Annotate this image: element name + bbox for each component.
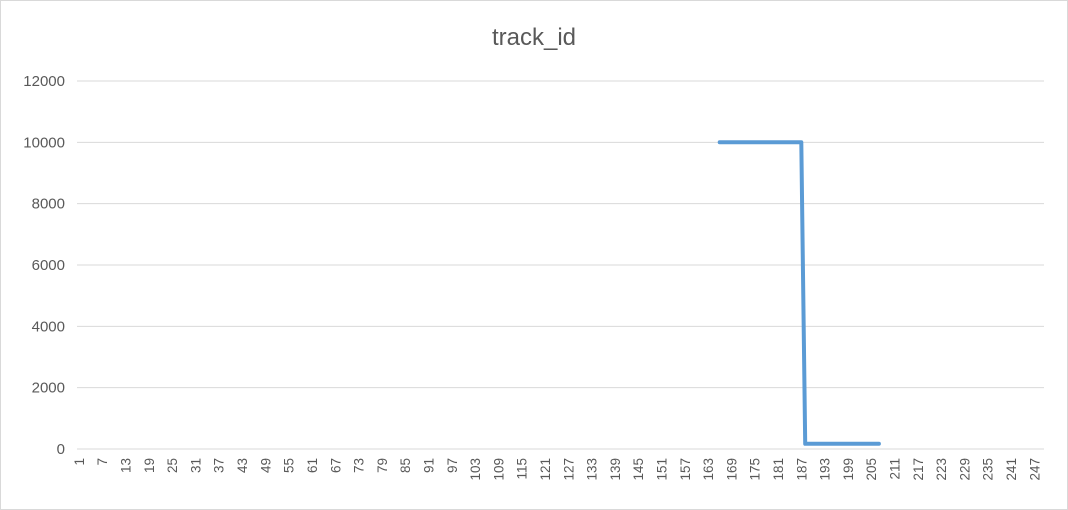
x-tick-label: 175 <box>748 458 763 481</box>
x-tick-label: 109 <box>491 458 506 481</box>
x-tick-label: 217 <box>911 458 926 481</box>
x-axis-ticks: 1 7 13 19 25 31 37 43 49 55 61 67 73 79 85 91 97 103 109 11… <box>72 458 1042 481</box>
x-tick-label: 241 <box>1004 458 1019 481</box>
x-tick-label: 31 <box>188 458 203 473</box>
x-tick-label: 13 <box>119 458 134 473</box>
gridlines <box>77 80 1044 450</box>
x-tick-label: 67 <box>328 458 343 473</box>
x-tick-label: 193 <box>818 458 833 481</box>
x-tick-label: 121 <box>538 458 553 481</box>
x-tick-label: 25 <box>165 458 180 473</box>
y-tick-label: 10000 <box>23 134 65 151</box>
x-tick-label: 133 <box>585 458 600 481</box>
x-tick-label: 223 <box>934 458 949 481</box>
x-tick-label: 247 <box>1027 458 1042 481</box>
x-tick-label: 199 <box>841 458 856 481</box>
x-tick-label: 127 <box>561 458 576 481</box>
x-tick-label: 181 <box>771 458 786 481</box>
x-tick-label: 55 <box>282 458 297 473</box>
x-tick-label: 157 <box>678 458 693 481</box>
x-tick-label: 103 <box>468 458 483 481</box>
y-tick-label: 8000 <box>32 196 65 213</box>
x-tick-label: 37 <box>212 458 227 473</box>
x-tick-label: 151 <box>654 458 669 481</box>
y-tick-label: 2000 <box>32 380 65 397</box>
x-tick-label: 235 <box>981 458 996 481</box>
x-tick-label: 19 <box>142 458 157 473</box>
x-tick-label: 85 <box>398 458 413 473</box>
x-tick-label: 211 <box>887 458 902 480</box>
x-tick-label: 91 <box>421 458 436 473</box>
x-tick-label: 61 <box>305 458 320 473</box>
series-lines <box>717 140 881 446</box>
x-tick-label: 7 <box>95 458 110 466</box>
x-tick-label: 73 <box>352 458 367 473</box>
x-tick-label: 49 <box>258 458 273 473</box>
x-tick-label: 187 <box>794 458 809 481</box>
y-tick-label: 6000 <box>32 257 65 274</box>
y-tick-label: 4000 <box>32 318 65 335</box>
x-tick-label: 163 <box>701 458 716 481</box>
y-tick-label: 12000 <box>23 73 65 90</box>
x-tick-label: 139 <box>608 458 623 481</box>
chart-title: track_id <box>492 24 576 51</box>
y-axis-ticks: 0 2000 4000 6000 8000 10000 12000 <box>23 73 65 458</box>
x-tick-label: 145 <box>631 458 646 481</box>
x-tick-label: 229 <box>957 458 972 481</box>
x-tick-label: 79 <box>375 458 390 473</box>
series-line-1 <box>717 140 881 446</box>
x-tick-label: 97 <box>445 458 460 473</box>
x-tick-label: 43 <box>235 458 250 473</box>
x-tick-label: 205 <box>864 458 879 481</box>
y-tick-label: 0 <box>57 441 65 458</box>
x-tick-label: 169 <box>724 458 739 481</box>
x-tick-label: 115 <box>515 458 530 480</box>
x-tick-label: 1 <box>72 458 87 466</box>
